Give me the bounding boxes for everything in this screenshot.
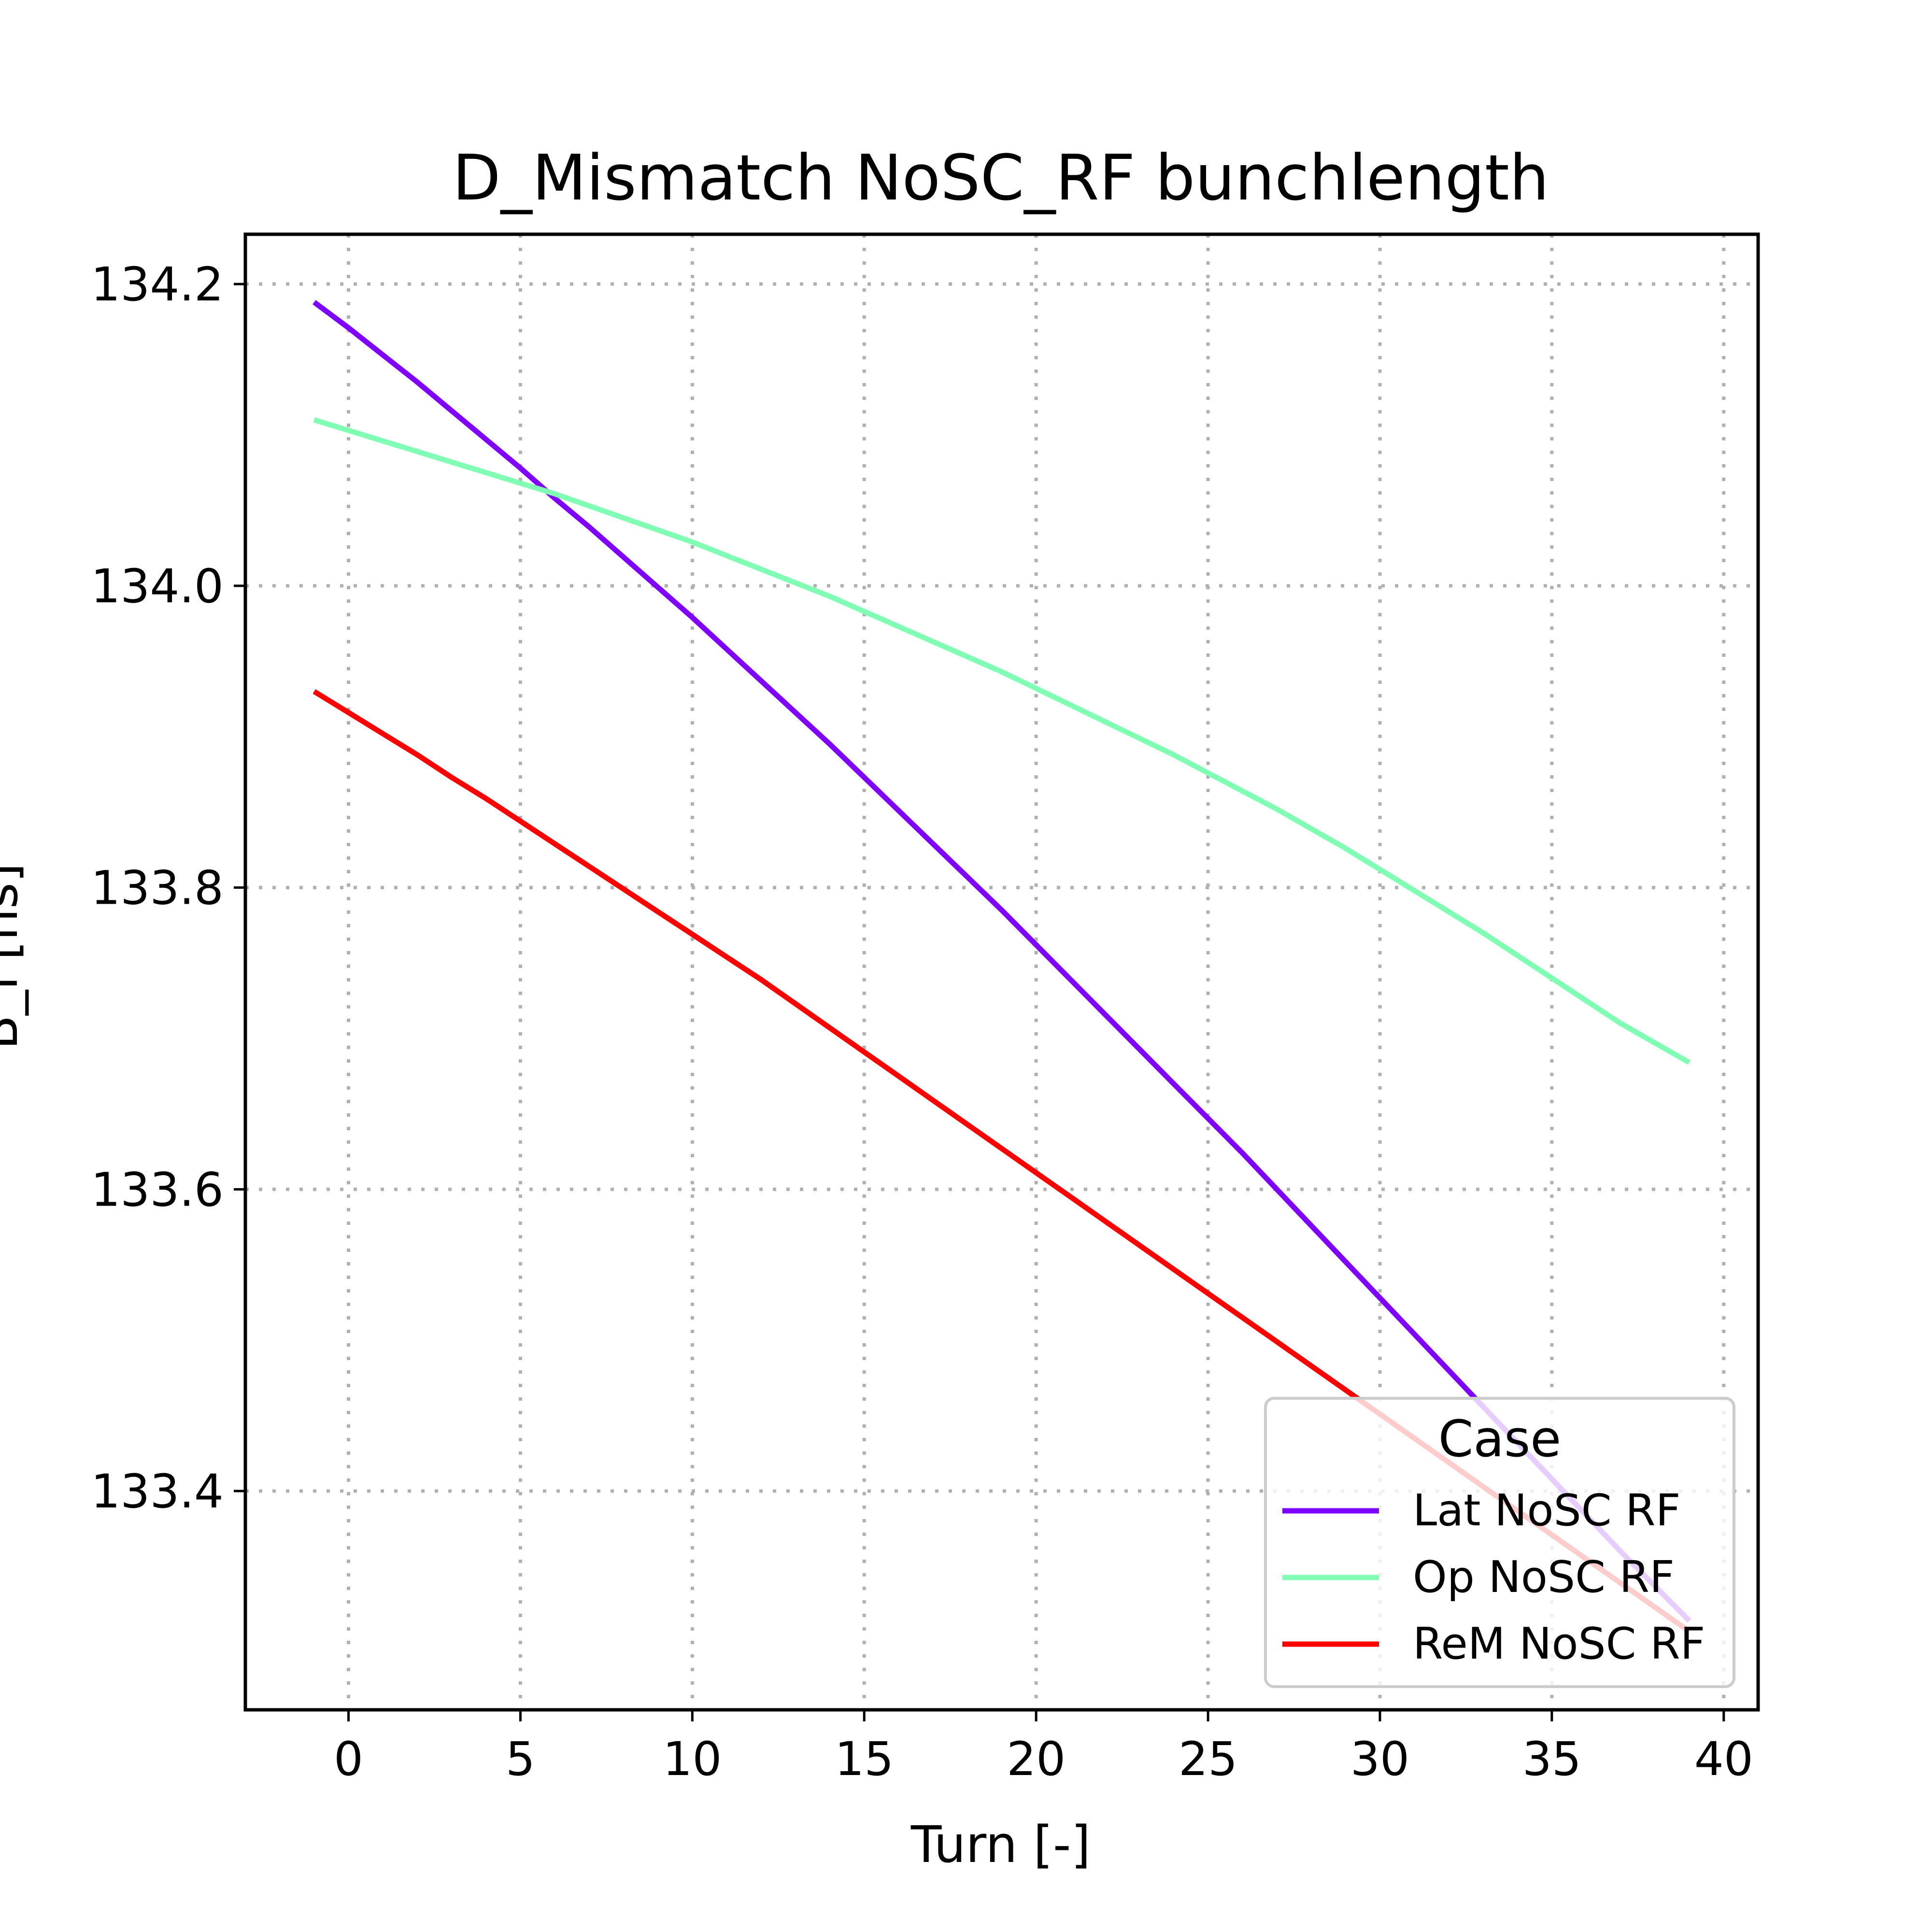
x-tick-label: 20 bbox=[1007, 1732, 1065, 1786]
x-tick-label: 25 bbox=[1179, 1732, 1237, 1786]
x-axis-label: Turn [-] bbox=[910, 1815, 1091, 1874]
y-tick-label: 133.4 bbox=[91, 1464, 224, 1519]
plot-frame bbox=[243, 232, 1760, 1712]
y-tick-label: 133.8 bbox=[91, 861, 224, 915]
x-tick-label: 10 bbox=[663, 1732, 722, 1786]
y-axis-label: B_l [ns] bbox=[0, 863, 29, 1050]
axis-ticks: 0 5 10 15 20 25 30 35 40 133.4 133.6 133.8 134.0 134.… bbox=[91, 257, 1753, 1786]
x-tick-label: 30 bbox=[1350, 1732, 1409, 1786]
x-tick-label: 0 bbox=[334, 1732, 363, 1786]
x-tick-label: 35 bbox=[1522, 1732, 1581, 1786]
legend-label: Op NoSC RF bbox=[1413, 1552, 1675, 1603]
chart-title: D_Mismatch NoSC_RF bunchlength bbox=[453, 141, 1549, 214]
x-tick-label: 40 bbox=[1694, 1732, 1753, 1786]
legend-label: Lat NoSC RF bbox=[1413, 1485, 1680, 1536]
y-tick-label: 133.6 bbox=[91, 1163, 224, 1217]
legend-title: Case bbox=[1438, 1409, 1562, 1468]
series-line-2 bbox=[313, 417, 1691, 1065]
legend-box bbox=[1264, 1397, 1735, 1688]
legend-label: ReM NoSC RF bbox=[1413, 1619, 1705, 1669]
x-tick-label: 15 bbox=[835, 1732, 894, 1786]
y-tick-label: 134.0 bbox=[91, 559, 224, 613]
y-tick-label: 134.2 bbox=[91, 257, 224, 312]
x-tick-label: 5 bbox=[506, 1732, 535, 1786]
legend: Case Lat NoSC RF Op NoSC RF ReM NoSC RF bbox=[1264, 1397, 1735, 1688]
